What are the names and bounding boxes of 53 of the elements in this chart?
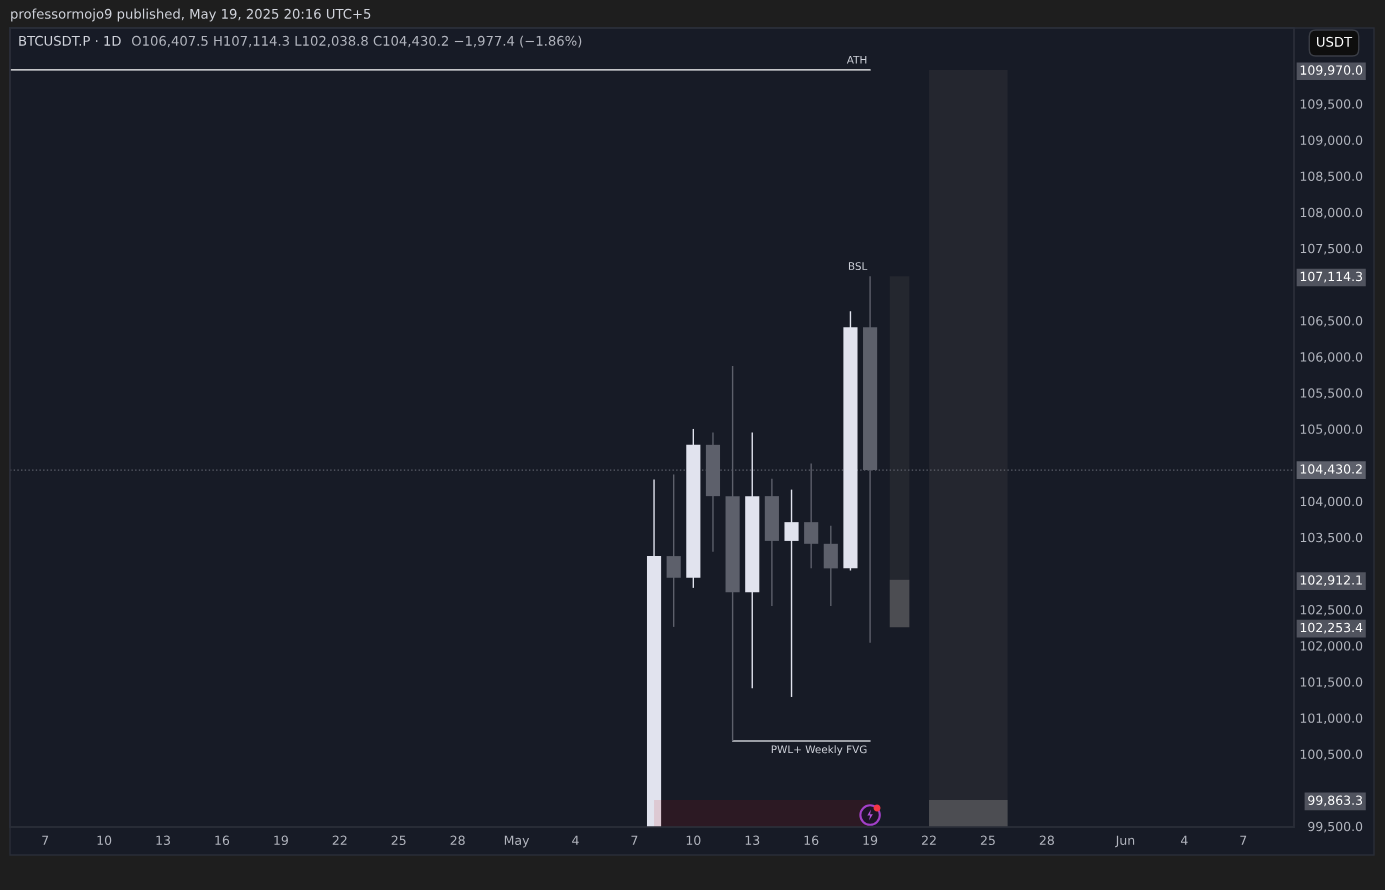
y-tick-label: 103,500.0 — [1300, 532, 1363, 544]
x-tick-label: 4 — [1180, 835, 1188, 845]
x-tick-label: 10 — [97, 835, 112, 846]
y-tick-label: 100,500.0 — [1300, 749, 1363, 761]
y-tick-label: 99,500.0 — [1308, 821, 1363, 833]
x-tick-label: Jun — [1115, 835, 1135, 848]
y2-tick-label: 107,114.3 — [1300, 271, 1363, 283]
annotation: ATH — [846, 55, 867, 64]
x-tick-label: 13 — [156, 835, 170, 846]
x-tick-label: 25 — [980, 835, 995, 846]
y-tick-label: 109,000.0 — [1300, 135, 1363, 147]
y-tick-label: 102,000.0 — [1300, 641, 1363, 652]
x-tick-label: 25 — [391, 835, 406, 846]
y-tick-label: 105,000.0 — [1300, 424, 1363, 436]
x-tick-label: 19 — [863, 835, 878, 846]
x-tick-label: 7 — [42, 835, 49, 845]
y-tick-label: 107,500.0 — [1300, 243, 1363, 255]
y-tick-label: 108,500.0 — [1300, 171, 1363, 183]
x-tick-label: 28 — [450, 835, 465, 846]
x-tick-label: 7 — [631, 835, 638, 845]
x-tick-label: 16 — [804, 835, 819, 846]
candlestick — [666, 473, 681, 628]
y-tick-label: 109,500.0 — [1300, 99, 1363, 111]
x-tick-label: 10 — [686, 835, 701, 846]
annotation: BSL — [848, 262, 868, 271]
y-tick-label: 102,500.0 — [1300, 605, 1363, 616]
text: professormojo9 published, May 19, 2025 20:16 UTC+5 — [11, 8, 371, 22]
x-tick-label: 7 — [1240, 835, 1247, 845]
x-tick-label: 22 — [921, 835, 936, 845]
text: O106,407.5 H107,114.3 L102,038.8 C104,430.2 −1,977.4 (−1.86%) — [131, 35, 582, 48]
x-tick-label: 19 — [274, 835, 288, 846]
y-tick-label: 101,000.0 — [1300, 713, 1363, 725]
y2-axis-title: USDT — [1317, 36, 1353, 47]
x-tick-label: 22 — [332, 835, 347, 845]
y2-tick-label: 102,912.1 — [1300, 575, 1362, 586]
y-tick-label: 101,500.0 — [1300, 677, 1363, 688]
x-tick-label: 16 — [215, 835, 230, 846]
x-tick-label: May — [504, 835, 530, 848]
candlestick — [784, 488, 799, 698]
y2-tick-label: 99,863.3 — [1308, 795, 1363, 807]
x-tick-label: 4 — [572, 835, 579, 845]
y-tick-label: 108,000.0 — [1300, 207, 1363, 219]
y-tick-label: 104,000.0 — [1300, 496, 1363, 508]
x-tick-label: 13 — [745, 835, 760, 846]
annotation: PWL+ Weekly FVG — [771, 745, 867, 756]
y-tick-label: 105,500.0 — [1300, 388, 1363, 400]
y2-tick-label: 102,253.4 — [1300, 622, 1363, 634]
chart-title: BTCUSDT.P · 1D — [19, 35, 121, 46]
x-tick-label: 28 — [1039, 835, 1054, 846]
y-tick-label: 106,000.0 — [1300, 352, 1363, 363]
ref-line-label: 104,430.2 — [1300, 464, 1362, 476]
y-tick-label: 106,500.0 — [1300, 316, 1363, 327]
y2-tick-label: 109,970.0 — [1300, 65, 1363, 77]
